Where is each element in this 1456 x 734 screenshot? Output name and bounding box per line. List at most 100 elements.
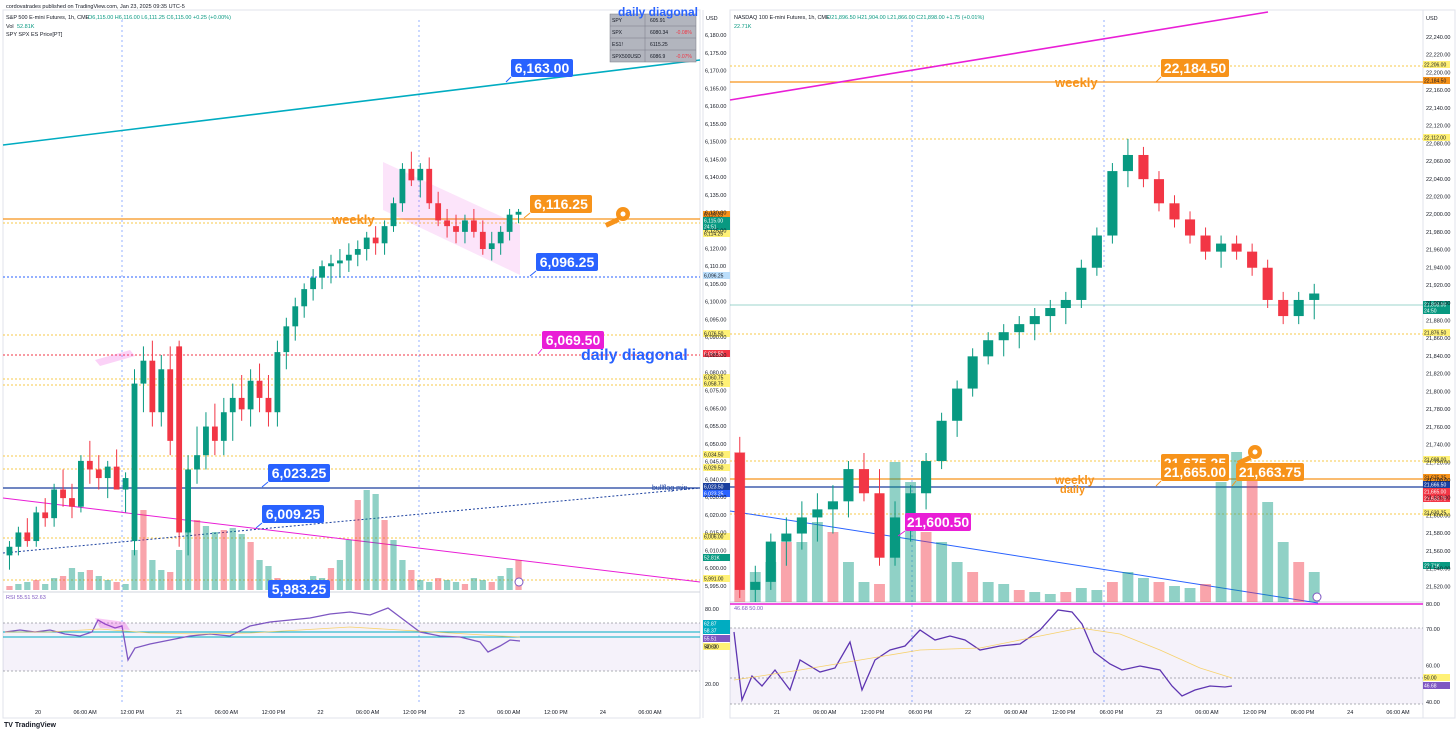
volume-bar — [247, 542, 254, 590]
candle-body — [408, 168, 415, 181]
candle-body — [319, 266, 325, 278]
volume-bar — [1231, 452, 1243, 602]
volume-bar — [1106, 582, 1118, 602]
left-price-tick: 6,140.00 — [705, 175, 726, 181]
left-price-tick: 6,170.00 — [705, 69, 726, 75]
candle-body — [203, 426, 209, 456]
volume-bar — [452, 582, 460, 590]
left-price-tick: 6,080.00 — [705, 371, 726, 377]
tradingview-logo: TV TradingView — [4, 722, 56, 729]
axis-price-tag-text: 50.00 — [1424, 676, 1437, 682]
left-price-tick: 6,120.00 — [705, 246, 726, 252]
teal-diagonal — [2, 59, 701, 146]
callout-pointer — [523, 212, 531, 219]
magenta-diagonal — [729, 11, 1269, 101]
volume-bar — [1060, 592, 1072, 602]
axis-price-tag — [703, 272, 730, 279]
right-time-tick: 22 — [965, 710, 971, 716]
right-time-tick: 21 — [774, 710, 780, 716]
volume-bar — [936, 542, 948, 602]
volume-bar — [390, 540, 397, 590]
bullflag-label: bullflag min — [652, 485, 688, 492]
candle-body — [1293, 299, 1304, 317]
volume-bar — [811, 522, 823, 602]
bull-flag-channel — [383, 162, 520, 275]
callout-box — [542, 331, 604, 349]
left-price-tick: 6,075.00 — [705, 388, 726, 394]
axis-price-tag — [1423, 495, 1450, 502]
candle-body — [750, 581, 761, 590]
right-price-tick: 21,780.00 — [1426, 407, 1450, 413]
candle-body — [167, 369, 174, 441]
axis-price-tag — [703, 533, 730, 540]
left-price-tick: 6,055.00 — [705, 424, 726, 430]
volume-bar — [256, 560, 263, 590]
axis-price-tag — [1423, 456, 1450, 463]
axis-price-tag — [1423, 682, 1450, 689]
candle-body — [905, 493, 916, 518]
candle-body — [78, 460, 84, 507]
volume-bar — [193, 520, 201, 590]
callout-label: 21,600.50 — [907, 514, 969, 530]
left-price-tick: 6,040.00 — [705, 477, 726, 483]
footer-brand: TradingView — [14, 722, 56, 729]
right-price-tick: 22,140.00 — [1426, 106, 1450, 112]
left-price-tick: 6,050.00 — [705, 442, 726, 448]
volume-bar — [1293, 562, 1305, 602]
volume-bar — [15, 584, 22, 590]
candle-body — [185, 469, 191, 533]
candle-body — [51, 489, 58, 519]
bullflag-diagonal — [2, 487, 701, 554]
volume-bar — [515, 560, 522, 590]
axis-price-tag-text: 58.37 — [704, 629, 717, 635]
volume-bar — [1184, 588, 1196, 602]
axis-price-tag-text: 21,675.25 — [1424, 476, 1446, 482]
candle-body — [874, 493, 885, 558]
magenta-diagonal — [2, 497, 701, 583]
left-price-tick: 6,030.00 — [705, 495, 726, 501]
axis-price-tag-text: 21,666.50 — [1424, 483, 1446, 489]
right-price-tick: 21,560.00 — [1426, 549, 1450, 555]
candle-body — [211, 426, 218, 441]
callout-label: 6,009.25 — [266, 506, 321, 522]
candle-body — [24, 532, 31, 542]
callout-pointer — [505, 76, 512, 83]
right-price-tick: 22,040.00 — [1426, 177, 1450, 183]
volume-bar — [1029, 592, 1041, 602]
left-price-tick: 6,105.00 — [705, 282, 726, 288]
candle-body — [796, 517, 807, 534]
candle-body — [1200, 235, 1211, 252]
left-time-tick: 06:00 AM — [215, 710, 239, 716]
axis-price-tag-text: 6,058.75 — [704, 382, 724, 388]
axis-price-tag-text: 6,029.50 — [704, 466, 724, 472]
left-price-tick: 6,045.00 — [705, 460, 726, 466]
left-time-tick: 06:00 AM — [497, 710, 521, 716]
axis-price-tag — [703, 643, 730, 650]
candle-body — [15, 532, 22, 547]
axis-price-tag-text: 22.71K — [1424, 564, 1441, 570]
volume-bar — [158, 570, 165, 590]
candle-body — [506, 214, 513, 232]
right-price-tick: 21,820.00 — [1426, 372, 1450, 378]
axis-price-tag-text: 6,023.50 — [704, 485, 724, 491]
volume-bar — [408, 570, 415, 590]
axis-price-tag-text: 22,184.50 — [1424, 79, 1446, 85]
right-price-tick: 22,000.00 — [1426, 212, 1450, 218]
left-price-tick: 6,085.00 — [705, 353, 726, 359]
candle-body — [470, 220, 477, 232]
watch-price: 6086.9 — [650, 54, 666, 60]
volume-bar — [327, 568, 335, 590]
right-time-tick: 06:00 PM — [1100, 710, 1124, 716]
callout-label: 6,096.25 — [540, 254, 595, 270]
right-price-tick: 21,540.00 — [1426, 567, 1450, 573]
candle-body — [1045, 308, 1056, 317]
callout-pointer — [261, 481, 269, 488]
axis-price-tag — [1423, 301, 1450, 308]
axis-price-tag-text: 6,006.00 — [704, 535, 724, 541]
right-price-tick: 21,980.00 — [1426, 230, 1450, 236]
axis-price-tag-text: 24:51 — [704, 225, 717, 231]
volume-bar — [167, 572, 174, 590]
volume-bar — [796, 542, 808, 602]
candle-body — [131, 383, 138, 542]
